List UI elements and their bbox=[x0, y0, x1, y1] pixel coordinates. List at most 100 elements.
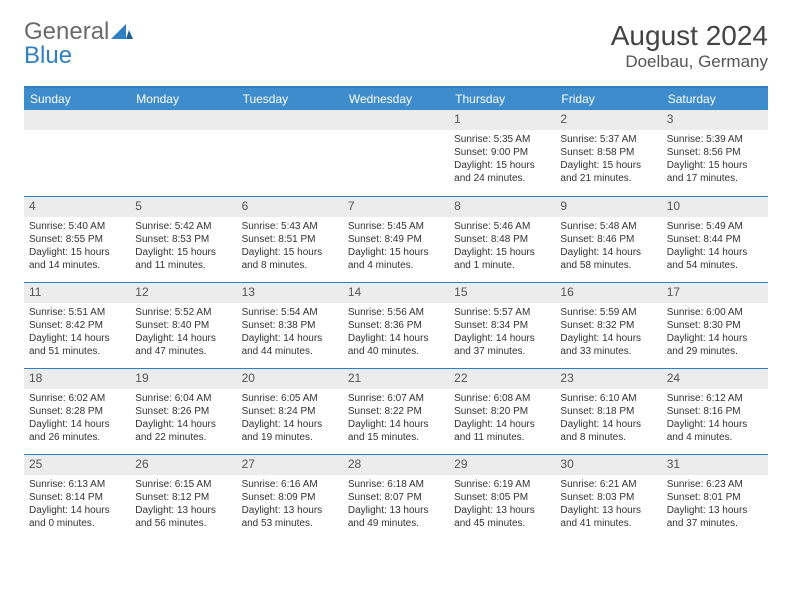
sunset-text: Sunset: 8:56 PM bbox=[667, 146, 763, 159]
sunrise-text: Sunrise: 5:51 AM bbox=[29, 306, 125, 319]
sunset-text: Sunset: 8:05 PM bbox=[454, 491, 550, 504]
daylight-text: Daylight: 14 hours and 26 minutes. bbox=[29, 418, 125, 444]
location: Doelbau, Germany bbox=[611, 52, 768, 72]
day-content: Sunrise: 6:05 AMSunset: 8:24 PMDaylight:… bbox=[237, 389, 343, 448]
daylight-text: Daylight: 15 hours and 11 minutes. bbox=[135, 246, 231, 272]
header: General Blue August 2024 Doelbau, German… bbox=[24, 20, 768, 72]
empty-cell bbox=[24, 110, 130, 196]
daylight-text: Daylight: 14 hours and 0 minutes. bbox=[29, 504, 125, 530]
day-number: 5 bbox=[130, 197, 236, 217]
sunrise-text: Sunrise: 5:52 AM bbox=[135, 306, 231, 319]
logo-part2: Blue bbox=[24, 42, 72, 69]
sunset-text: Sunset: 8:14 PM bbox=[29, 491, 125, 504]
sunset-text: Sunset: 8:30 PM bbox=[667, 319, 763, 332]
sunrise-text: Sunrise: 6:12 AM bbox=[667, 392, 763, 405]
day-number: 6 bbox=[237, 197, 343, 217]
sunset-text: Sunset: 8:38 PM bbox=[242, 319, 338, 332]
empty-cell bbox=[130, 110, 236, 196]
day-content: Sunrise: 6:02 AMSunset: 8:28 PMDaylight:… bbox=[24, 389, 130, 448]
logo: General Blue bbox=[24, 20, 133, 68]
day-number: 8 bbox=[449, 197, 555, 217]
calendar-day: 6Sunrise: 5:43 AMSunset: 8:51 PMDaylight… bbox=[237, 196, 343, 282]
sunset-text: Sunset: 8:07 PM bbox=[348, 491, 444, 504]
sunrise-text: Sunrise: 5:56 AM bbox=[348, 306, 444, 319]
daylight-text: Daylight: 15 hours and 4 minutes. bbox=[348, 246, 444, 272]
sunrise-text: Sunrise: 6:07 AM bbox=[348, 392, 444, 405]
calendar-day: 14Sunrise: 5:56 AMSunset: 8:36 PMDayligh… bbox=[343, 282, 449, 368]
day-content: Sunrise: 5:52 AMSunset: 8:40 PMDaylight:… bbox=[130, 303, 236, 362]
calendar-day: 26Sunrise: 6:15 AMSunset: 8:12 PMDayligh… bbox=[130, 454, 236, 540]
sunset-text: Sunset: 8:34 PM bbox=[454, 319, 550, 332]
sunrise-text: Sunrise: 5:42 AM bbox=[135, 220, 231, 233]
day-number: 25 bbox=[24, 455, 130, 475]
day-number: 2 bbox=[555, 110, 661, 130]
sunset-text: Sunset: 8:42 PM bbox=[29, 319, 125, 332]
calendar-day: 25 Sunrise: 6:13 AMSunset: 8:14 PMDayligh… bbox=[24, 454, 130, 540]
day-number: 9 bbox=[555, 197, 661, 217]
day-number: 31 bbox=[662, 455, 768, 475]
day-number: 12 bbox=[130, 283, 236, 303]
sunrise-text: Sunrise: 5:59 AM bbox=[560, 306, 656, 319]
calendar-day: 20Sunrise: 6:05 AMSunset: 8:24 PMDayligh… bbox=[237, 368, 343, 454]
calendar-day: 17Sunrise: 6:00 AMSunset: 8:30 PMDayligh… bbox=[662, 282, 768, 368]
sunrise-text: Sunrise: 5:46 AM bbox=[454, 220, 550, 233]
empty-cell bbox=[237, 110, 343, 196]
day-header: Saturday bbox=[662, 88, 768, 110]
day-header: Thursday bbox=[449, 88, 555, 110]
day-number: 20 bbox=[237, 369, 343, 389]
sunrise-text: Sunrise: 5:57 AM bbox=[454, 306, 550, 319]
daylight-text: Daylight: 13 hours and 45 minutes. bbox=[454, 504, 550, 530]
day-number: 16 bbox=[555, 283, 661, 303]
day-content: Sunrise: 6:19 AMSunset: 8:05 PMDaylight:… bbox=[449, 475, 555, 534]
sunrise-text: Sunrise: 6:13 AM bbox=[29, 478, 125, 491]
day-content: Sunrise: 5:39 AMSunset: 8:56 PMDaylight:… bbox=[662, 130, 768, 189]
calendar-day: 1Sunrise: 5:35 AMSunset: 9:00 PMDaylight… bbox=[449, 110, 555, 196]
day-number: 1 bbox=[449, 110, 555, 130]
sunset-text: Sunset: 8:24 PM bbox=[242, 405, 338, 418]
day-number: 4 bbox=[24, 197, 130, 217]
sunset-text: Sunset: 8:01 PM bbox=[667, 491, 763, 504]
calendar-day: 3Sunrise: 5:39 AMSunset: 8:56 PMDaylight… bbox=[662, 110, 768, 196]
day-content: Sunrise: 6:04 AMSunset: 8:26 PMDaylight:… bbox=[130, 389, 236, 448]
day-content: Sunrise: 6:07 AMSunset: 8:22 PMDaylight:… bbox=[343, 389, 449, 448]
page-title: August 2024 bbox=[611, 20, 768, 52]
sunrise-text: Sunrise: 6:19 AM bbox=[454, 478, 550, 491]
sunrise-text: Sunrise: 6:23 AM bbox=[667, 478, 763, 491]
day-number: 3 bbox=[662, 110, 768, 130]
sunrise-text: Sunrise: 5:37 AM bbox=[560, 133, 656, 146]
logo-icon bbox=[111, 18, 133, 45]
daylight-text: Daylight: 15 hours and 14 minutes. bbox=[29, 246, 125, 272]
day-number: 26 bbox=[130, 455, 236, 475]
sunset-text: Sunset: 8:46 PM bbox=[560, 233, 656, 246]
day-content: Sunrise: 5:35 AMSunset: 9:00 PMDaylight:… bbox=[449, 130, 555, 189]
sunrise-text: Sunrise: 5:35 AM bbox=[454, 133, 550, 146]
sunset-text: Sunset: 8:48 PM bbox=[454, 233, 550, 246]
daynum-empty bbox=[237, 110, 343, 130]
daylight-text: Daylight: 13 hours and 41 minutes. bbox=[560, 504, 656, 530]
day-number: 14 bbox=[343, 283, 449, 303]
sunrise-text: Sunrise: 6:10 AM bbox=[560, 392, 656, 405]
day-number: 11 bbox=[24, 283, 130, 303]
day-number: 7 bbox=[343, 197, 449, 217]
day-content: Sunrise: 5:56 AMSunset: 8:36 PMDaylight:… bbox=[343, 303, 449, 362]
day-header: Friday bbox=[555, 88, 661, 110]
sunrise-text: Sunrise: 5:54 AM bbox=[242, 306, 338, 319]
daynum-empty bbox=[343, 110, 449, 130]
daylight-text: Daylight: 15 hours and 8 minutes. bbox=[242, 246, 338, 272]
day-content: Sunrise: 5:54 AMSunset: 8:38 PMDaylight:… bbox=[237, 303, 343, 362]
day-content: Sunrise: 5:43 AMSunset: 8:51 PMDaylight:… bbox=[237, 217, 343, 276]
day-header: Tuesday bbox=[237, 88, 343, 110]
day-content: Sunrise: 6:12 AMSunset: 8:16 PMDaylight:… bbox=[662, 389, 768, 448]
sunset-text: Sunset: 8:58 PM bbox=[560, 146, 656, 159]
calendar-day: 29Sunrise: 6:19 AMSunset: 8:05 PMDayligh… bbox=[449, 454, 555, 540]
calendar-day: 10Sunrise: 5:49 AMSunset: 8:44 PMDayligh… bbox=[662, 196, 768, 282]
sunset-text: Sunset: 8:18 PM bbox=[560, 405, 656, 418]
sunset-text: Sunset: 8:44 PM bbox=[667, 233, 763, 246]
sunset-text: Sunset: 8:03 PM bbox=[560, 491, 656, 504]
sunset-text: Sunset: 8:12 PM bbox=[135, 491, 231, 504]
day-number: 18 bbox=[24, 369, 130, 389]
calendar-day: 28Sunrise: 6:18 AMSunset: 8:07 PMDayligh… bbox=[343, 454, 449, 540]
daylight-text: Daylight: 14 hours and 11 minutes. bbox=[454, 418, 550, 444]
daylight-text: Daylight: 13 hours and 56 minutes. bbox=[135, 504, 231, 530]
day-number: 29 bbox=[449, 455, 555, 475]
